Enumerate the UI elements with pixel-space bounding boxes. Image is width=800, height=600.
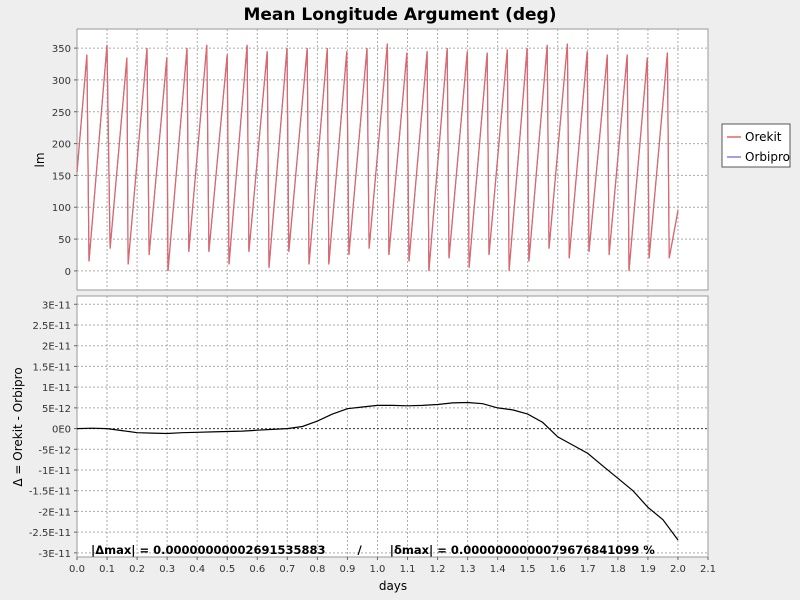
upper-y-tick-label: 50 [58,235,71,246]
x-tick-label: 0.2 [129,564,145,575]
lower-y-tick-label: -2E-11 [38,507,71,518]
x-tick-label: 1.4 [490,564,506,575]
lower-y-tick-label: -1E-11 [38,466,71,477]
upper-y-tick-label: 100 [52,203,71,214]
lower-y-tick-label: -2.5E-11 [29,528,71,539]
x-tick-label: 0.0 [69,564,85,575]
chart-title: Mean Longitude Argument (deg) [243,5,556,25]
lower-y-tick-label: 1.5E-11 [32,362,71,373]
lower-y-tick-label: 3E-11 [42,300,71,311]
upper-y-tick-label: 150 [52,171,71,182]
upper-y-tick-label: 250 [52,108,71,119]
upper-y-axis-label: lm [33,152,47,167]
x-tick-label: 1.8 [610,564,626,575]
x-tick-label: 0.3 [159,564,175,575]
x-tick-label: 1.9 [640,564,656,575]
lower-y-tick-label: -1.5E-11 [29,487,71,498]
legend: Orekit Orbipro [722,124,790,167]
lower-y-axis-ticks: 3E-11 2.5E-11 2E-11 1.5E-11 1E-11 5E-12 0E0 -5E… [29,300,77,560]
x-tick-label: 0.9 [339,564,355,575]
x-tick-label: 0.8 [309,564,325,575]
lower-y-tick-label: 1E-11 [42,383,71,394]
x-tick-label: 1.6 [550,564,566,575]
upper-y-tick-label: 300 [52,76,71,87]
x-tick-label: 1.5 [520,564,536,575]
lower-y-axis-label: Δ = Orekit - Orbipro [11,367,25,486]
lower-y-tick-label: 2E-11 [42,342,71,353]
lower-y-tick-label: 5E-12 [42,404,71,415]
x-tick-label: 2.0 [670,564,686,575]
x-tick-label: 0.6 [249,564,265,575]
x-tick-label: 0.5 [219,564,235,575]
x-tick-label: 1.2 [430,564,446,575]
x-tick-label: 0.7 [279,564,295,575]
upper-y-tick-label: 200 [52,140,71,151]
lower-plot-area [77,296,708,557]
upper-y-axis-ticks: 0 50 100 150 200 250 300 350 [52,44,77,278]
x-tick-label: 1.7 [580,564,596,575]
x-axis-ticks: 0.0 0.1 0.2 0.3 0.4 0.5 0.6 0.7 0.8 0.9 1.0 1.1 1.2 1… [69,557,716,575]
x-tick-label: 1.3 [460,564,476,575]
x-tick-label: 2.1 [700,564,716,575]
x-tick-label: 1.1 [400,564,416,575]
upper-y-tick-label: 350 [52,44,71,55]
lower-y-tick-label: 0E0 [52,425,71,436]
upper-y-tick-label: 0 [65,267,71,278]
lower-y-tick-label: 2.5E-11 [32,321,71,332]
upper-plot-area [77,29,708,290]
x-tick-label: 1.0 [370,564,386,575]
delta-annotation: |Δmax| = 0.00000000002691535883 / |δmax|… [91,543,655,557]
x-tick-label: 0.1 [99,564,115,575]
legend-label-orbipro: Orbipro [745,150,790,164]
x-tick-label: 0.4 [189,564,205,575]
x-axis-label: days [379,579,407,593]
legend-label-orekit: Orekit [745,130,782,144]
lower-y-tick-label: -3E-11 [38,549,71,560]
lower-y-tick-label: -5E-12 [38,445,71,456]
